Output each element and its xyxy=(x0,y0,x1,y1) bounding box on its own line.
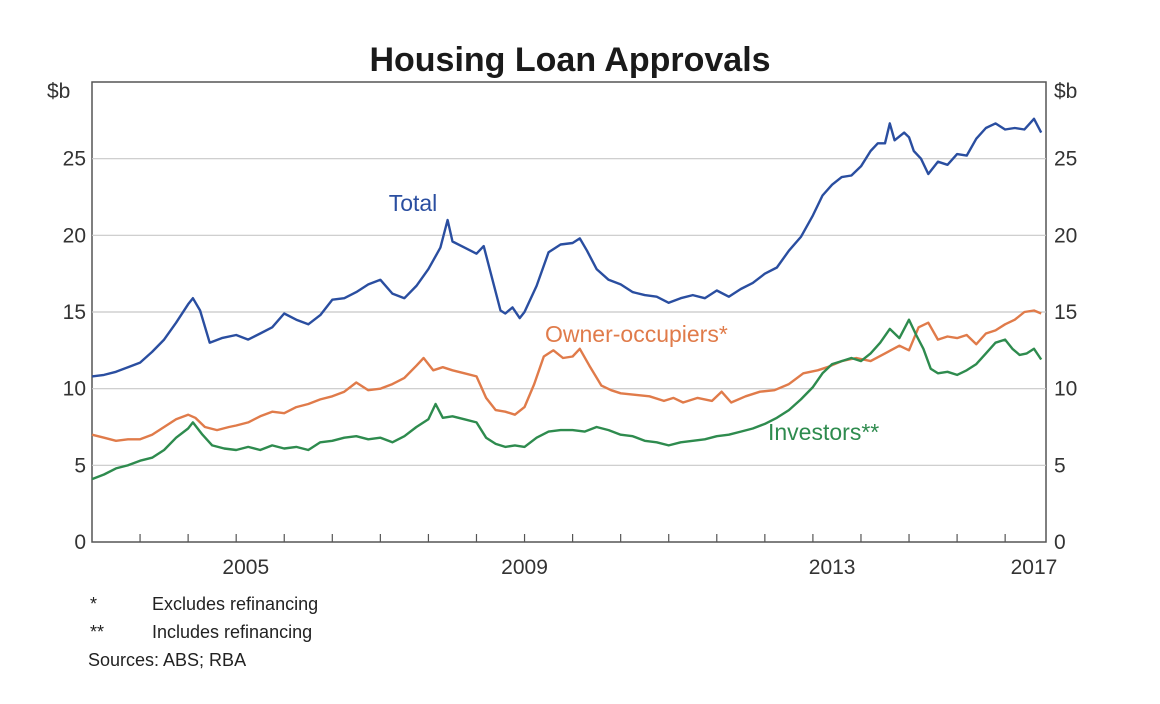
y-tick-label: 20 xyxy=(1054,224,1077,247)
owner-occupiers-line xyxy=(91,309,1042,442)
y-tick-label: 5 xyxy=(74,454,86,477)
y-tick-label: 0 xyxy=(1054,531,1066,554)
y-unit-right: $b xyxy=(1054,80,1077,103)
label-owner-occupiers: Owner-occupiers* xyxy=(545,321,728,347)
y-tick-label: 25 xyxy=(1054,148,1077,171)
y-tick-label: 15 xyxy=(1054,301,1077,324)
x-tick-label: 2005 xyxy=(222,556,269,579)
gridlines xyxy=(92,158,1046,466)
axis-ticks xyxy=(139,534,1006,542)
series-labels: Total Owner-occupiers* Investors** xyxy=(389,190,880,445)
label-total: Total xyxy=(389,190,438,216)
note-mark: ** xyxy=(90,621,105,642)
y-tick-label: 25 xyxy=(63,148,86,171)
chart-title: Housing Loan Approvals xyxy=(369,41,770,79)
label-investors: Investors** xyxy=(768,419,879,445)
note-mark: * xyxy=(90,593,98,614)
note-includes-refinancing: ** Includes refinancing xyxy=(88,618,318,646)
note-text: Includes refinancing xyxy=(152,621,313,642)
x-tick-label: 2009 xyxy=(501,556,548,579)
x-tick-label: 2013 xyxy=(809,556,856,579)
y-axis-left: $b 0 5 10 15 20 25 xyxy=(47,80,86,554)
series-lines xyxy=(91,117,1043,481)
y-tick-label: 0 xyxy=(74,531,86,554)
y-tick-label: 20 xyxy=(63,224,86,247)
note-excludes-refinancing: * Excludes refinancing xyxy=(88,590,318,618)
x-tick-label: 2017 xyxy=(1011,556,1058,579)
x-axis: 2005 2009 2013 2017 xyxy=(222,556,1057,579)
y-unit-left: $b xyxy=(47,80,70,103)
investors-line xyxy=(91,318,1043,481)
y-tick-label: 10 xyxy=(63,378,86,401)
y-tick-label: 10 xyxy=(1054,378,1077,401)
y-axis-right: $b 0 5 10 15 20 25 xyxy=(1054,80,1077,554)
total-line xyxy=(91,117,1043,378)
note-text: Excludes refinancing xyxy=(152,593,319,614)
y-tick-label: 5 xyxy=(1054,454,1066,477)
chart-source: Sources: ABS; RBA xyxy=(88,649,247,670)
y-tick-label: 15 xyxy=(63,301,86,324)
chart-notes: * Excludes refinancing ** Includes refin… xyxy=(88,590,318,674)
